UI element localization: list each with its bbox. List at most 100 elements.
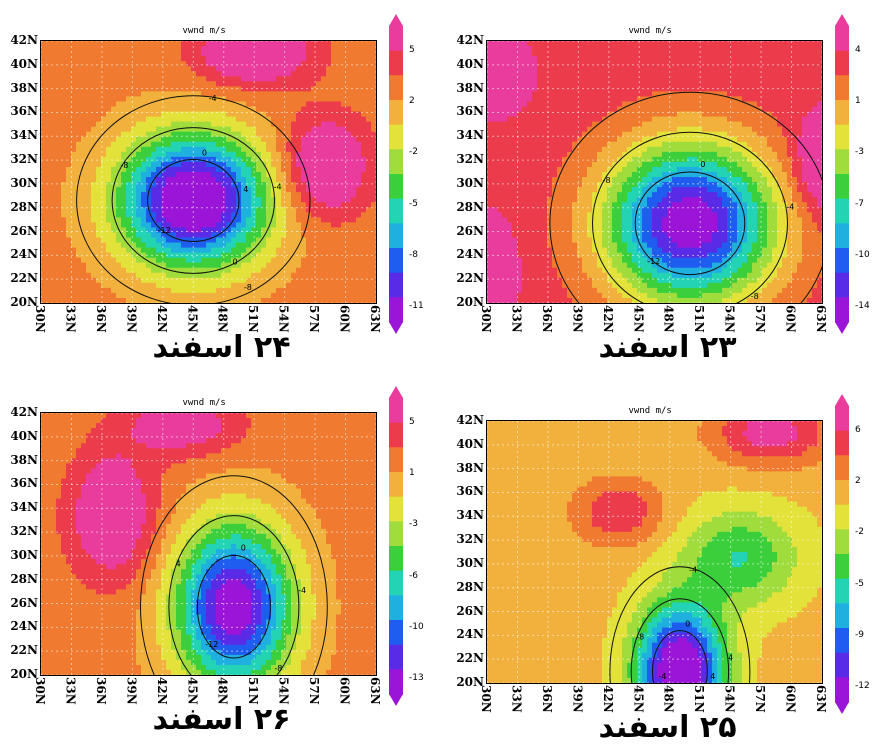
heatmap-cell — [46, 46, 52, 52]
heatmap-cell — [141, 243, 147, 249]
heatmap-cell — [747, 137, 753, 143]
heatmap-cell — [522, 137, 528, 143]
heatmap-cell — [607, 56, 613, 62]
heatmap-cell — [91, 127, 97, 133]
heatmap-cell — [261, 122, 267, 128]
heatmap-cell — [301, 76, 307, 82]
heatmap-cell — [286, 56, 292, 62]
heatmap-cell — [577, 71, 583, 77]
heatmap-cell — [246, 41, 252, 47]
heatmap-cell — [296, 91, 302, 97]
heatmap-cell — [366, 298, 372, 303]
heatmap-cell — [131, 278, 137, 284]
heatmap-cell — [316, 61, 322, 67]
heatmap-cell — [637, 117, 643, 123]
heatmap-cell — [487, 142, 493, 148]
heatmap-cell — [532, 96, 538, 102]
heatmap-cell — [356, 71, 362, 77]
heatmap-cell — [351, 101, 357, 107]
heatmap-cell — [311, 248, 317, 254]
heatmap-cell — [166, 273, 172, 279]
heatmap-cell — [171, 61, 177, 67]
heatmap-cell — [311, 192, 317, 198]
heatmap-cell — [151, 61, 157, 67]
heatmap-cell — [657, 51, 663, 57]
heatmap-cell — [206, 122, 212, 128]
heatmap-cell — [311, 177, 317, 183]
heatmap-cell — [246, 127, 252, 133]
heatmap-cell — [607, 76, 613, 82]
heatmap-cell — [727, 56, 733, 62]
heatmap-cell — [311, 117, 317, 123]
heatmap-cell — [632, 122, 638, 128]
heatmap-cell — [622, 91, 628, 97]
heatmap-cell — [241, 86, 247, 92]
heatmap-cell — [602, 127, 608, 133]
heatmap-cell — [592, 61, 598, 67]
heatmap-cell — [261, 46, 267, 52]
heatmap-cell — [51, 273, 57, 279]
heatmap-cell — [201, 86, 207, 92]
heatmap-cell — [371, 187, 376, 193]
colorbar-label: -11 — [409, 301, 424, 311]
heatmap-cell — [371, 278, 376, 284]
heatmap-cell — [61, 192, 67, 198]
heatmap-cell — [351, 81, 357, 87]
heatmap-cell — [81, 71, 87, 77]
heatmap-cell — [166, 283, 172, 289]
heatmap-cell — [276, 258, 282, 264]
heatmap-cell — [311, 152, 317, 158]
heatmap-cell — [76, 293, 82, 299]
heatmap-cell — [91, 137, 97, 143]
heatmap-cell — [612, 137, 618, 143]
heatmap-cell — [136, 232, 142, 238]
heatmap-cell — [752, 71, 758, 77]
heatmap-cell — [216, 117, 222, 123]
heatmap-cell — [56, 177, 62, 183]
heatmap-cell — [181, 212, 187, 218]
heatmap-cell — [597, 107, 603, 113]
heatmap-cell — [817, 117, 822, 123]
heatmap-cell — [246, 51, 252, 57]
heatmap-cell — [156, 101, 162, 107]
heatmap-cell — [151, 248, 157, 254]
heatmap-cell — [672, 66, 678, 72]
heatmap-cell — [266, 268, 272, 274]
heatmap-cell — [351, 238, 357, 244]
heatmap-cell — [256, 212, 262, 218]
heatmap-cell — [186, 212, 192, 218]
heatmap-cell — [66, 117, 72, 123]
heatmap-cell — [562, 117, 568, 123]
heatmap-cell — [336, 46, 342, 52]
heatmap-cell — [527, 142, 533, 148]
heatmap-cell — [607, 81, 613, 87]
heatmap-cell — [211, 293, 217, 299]
heatmap-cell — [712, 101, 718, 107]
heatmap-cell — [326, 227, 332, 233]
heatmap-cell — [792, 51, 798, 57]
heatmap-cell — [497, 56, 503, 62]
heatmap-cell — [311, 202, 317, 208]
heatmap-cell — [131, 283, 137, 289]
heatmap-cell — [316, 238, 322, 244]
heatmap-cell — [181, 96, 187, 102]
heatmap-cell — [306, 142, 312, 148]
heatmap-cell — [171, 283, 177, 289]
heatmap-cell — [802, 127, 808, 133]
heatmap-cell — [817, 41, 822, 47]
heatmap-cell — [191, 222, 197, 228]
heatmap-cell — [181, 167, 187, 173]
heatmap-cell — [226, 51, 232, 57]
heatmap-cell — [171, 212, 177, 218]
heatmap-cell — [281, 46, 287, 52]
heatmap-cell — [91, 238, 97, 244]
heatmap-cell — [587, 51, 593, 57]
heatmap-cell — [727, 107, 733, 113]
heatmap-cell — [281, 217, 287, 223]
heatmap-cell — [151, 91, 157, 97]
heatmap-cell — [366, 86, 372, 92]
heatmap-cell — [196, 162, 202, 168]
heatmap-cell — [346, 86, 352, 92]
heatmap-cell — [196, 122, 202, 128]
heatmap-cell — [497, 81, 503, 87]
